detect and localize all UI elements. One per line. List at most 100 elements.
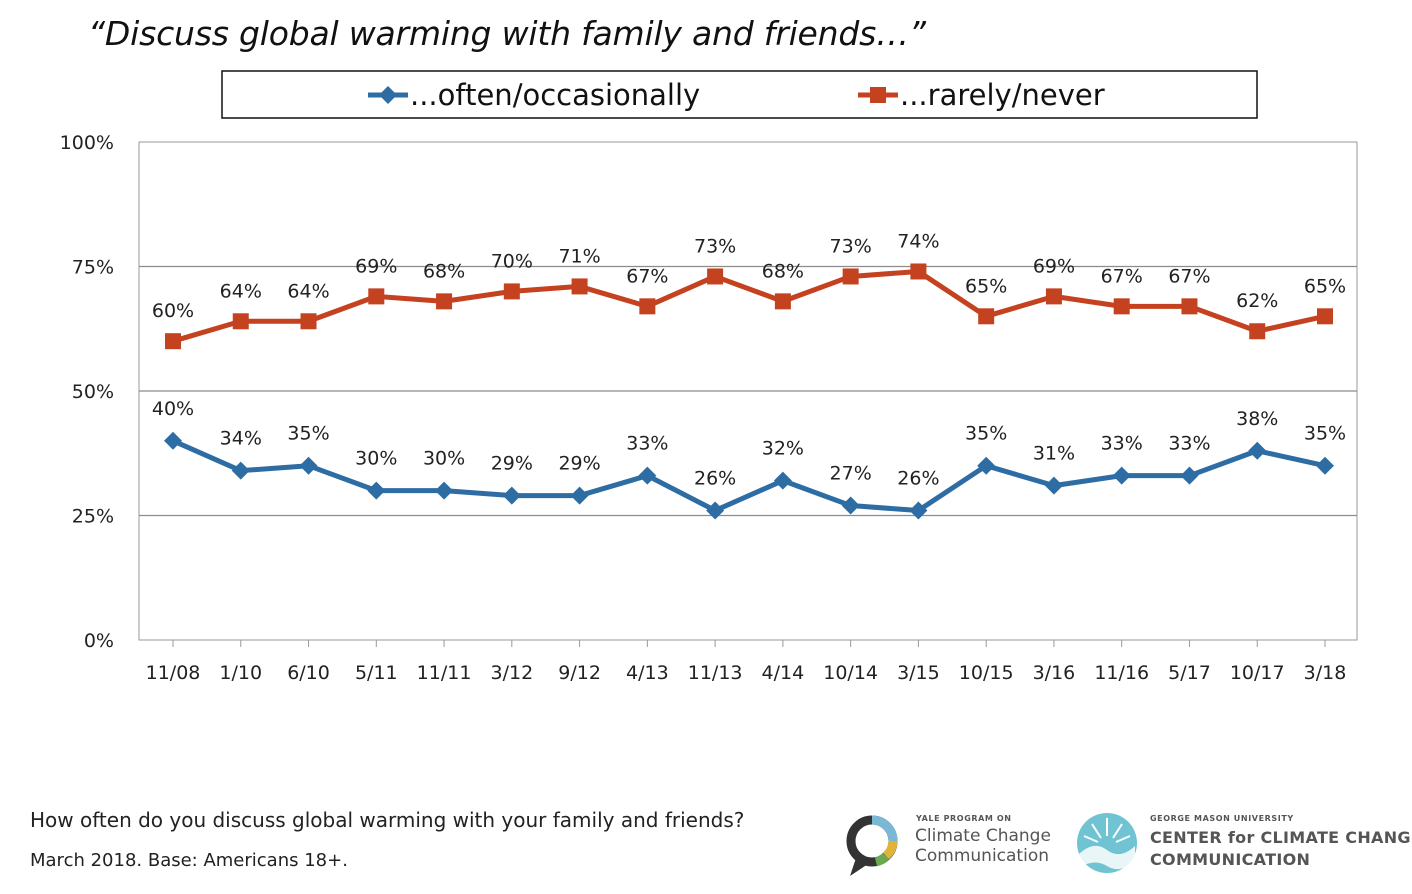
x-tick-label: 11/16 (1094, 662, 1149, 684)
data-point (503, 283, 520, 300)
data-label: 30% (423, 448, 465, 470)
yale-logo-small-text: YALE PROGRAM ON (916, 814, 1012, 823)
data-label: 26% (694, 468, 736, 490)
y-tick-label: 75% (72, 257, 114, 279)
data-label: 67% (626, 265, 668, 287)
legend-label: ...often/occasionally (410, 78, 700, 112)
data-point (1316, 456, 1334, 475)
data-point (571, 278, 588, 295)
x-tick-label: 3/18 (1304, 662, 1347, 684)
y-tick-label: 0% (84, 630, 114, 652)
data-point (502, 486, 521, 505)
data-label: 68% (423, 260, 465, 282)
legend-marker (870, 87, 886, 103)
data-label: 67% (1168, 265, 1210, 287)
gmu-logo-line2: COMMUNICATION (1150, 850, 1311, 869)
data-point (1181, 298, 1198, 315)
data-label: 33% (626, 433, 668, 455)
data-point (639, 298, 656, 315)
data-point (910, 263, 927, 280)
data-point (977, 456, 996, 475)
data-label: 60% (152, 300, 194, 322)
data-label: 35% (287, 423, 329, 445)
data-point (978, 308, 995, 325)
survey-base: March 2018. Base: Americans 18+. (30, 850, 348, 871)
x-tick-label: 4/13 (626, 662, 669, 684)
data-point (164, 431, 182, 450)
data-label: 31% (1033, 443, 1075, 465)
data-label: 73% (830, 235, 872, 257)
survey-question: How often do you discuss global warming … (30, 808, 745, 832)
data-label: 68% (762, 260, 804, 282)
x-tick-label: 9/12 (558, 662, 601, 684)
data-label: 34% (220, 428, 262, 450)
data-point (1112, 466, 1131, 485)
data-label: 38% (1236, 408, 1278, 430)
data-label: 33% (1168, 433, 1210, 455)
data-point (367, 481, 386, 500)
y-tick-label: 25% (72, 506, 114, 528)
data-label: 62% (1236, 290, 1278, 312)
data-point (774, 293, 791, 310)
data-label: 70% (491, 250, 533, 272)
x-tick-label: 5/17 (1168, 662, 1211, 684)
yale-speech-bubble-icon (846, 815, 898, 876)
data-point (1248, 441, 1267, 460)
data-point (232, 313, 249, 330)
gmu-climate-logo: GEORGE MASON UNIVERSITY CENTER for CLIMA… (1074, 810, 1412, 882)
data-point (706, 501, 725, 520)
x-tick-label: 3/15 (897, 662, 940, 684)
data-point (1180, 466, 1199, 485)
data-label: 69% (1033, 255, 1075, 277)
data-point (165, 333, 181, 350)
data-point (299, 456, 318, 475)
data-label: 27% (830, 463, 872, 485)
x-tick-label: 3/12 (490, 662, 533, 684)
data-label: 35% (1304, 423, 1346, 445)
series-line (171, 438, 1326, 514)
data-point (1317, 308, 1333, 325)
data-label: 74% (897, 230, 939, 252)
data-point (300, 313, 317, 330)
yale-logo-line2: Communication (915, 846, 1049, 866)
data-point (909, 501, 928, 520)
x-tick-label: 11/13 (688, 662, 743, 684)
data-point (842, 268, 859, 285)
x-tick-label: 5/11 (355, 662, 398, 684)
gmu-logo-line1: CENTER for CLIMATE CHANGE (1150, 828, 1412, 847)
data-label: 32% (762, 438, 804, 460)
data-label: 64% (220, 280, 262, 302)
data-label: 29% (491, 453, 533, 475)
data-label: 30% (355, 448, 397, 470)
data-label: 35% (965, 423, 1007, 445)
data-point (1113, 298, 1130, 315)
data-point (1044, 476, 1063, 495)
data-label: 73% (694, 235, 736, 257)
x-tick-label: 1/10 (219, 662, 262, 684)
data-point (707, 268, 724, 285)
chart-title: “Discuss global warming with family and … (88, 14, 926, 53)
line-chart: 0% 25% 50% 75% 100% 11/08 1/10 6/10 5/11 11/11 3/1… (60, 70, 1358, 684)
y-tick-label: 50% (72, 381, 114, 403)
data-point (638, 466, 657, 485)
data-label: 33% (1101, 433, 1143, 455)
legend-label: ...rarely/never (900, 78, 1105, 112)
data-label: 40% (152, 398, 194, 420)
data-point (368, 288, 385, 305)
x-tick-label: 11/08 (146, 662, 201, 684)
x-tick-label: 3/16 (1033, 662, 1076, 684)
data-label: 65% (965, 275, 1007, 297)
data-label: 64% (287, 280, 329, 302)
data-label: 26% (897, 468, 939, 490)
x-tick-label: 10/17 (1230, 662, 1285, 684)
y-tick-label: 100% (60, 132, 114, 154)
yale-logo-line1: Climate Change (915, 826, 1051, 846)
legend-marker (379, 86, 397, 104)
gmu-wave-icon (1077, 813, 1137, 873)
data-point (1249, 323, 1266, 340)
x-tick-label: 6/10 (287, 662, 330, 684)
gmu-logo-small-text: GEORGE MASON UNIVERSITY (1150, 814, 1294, 823)
data-point (435, 481, 454, 500)
data-point (436, 293, 453, 310)
series-line (172, 268, 1326, 344)
